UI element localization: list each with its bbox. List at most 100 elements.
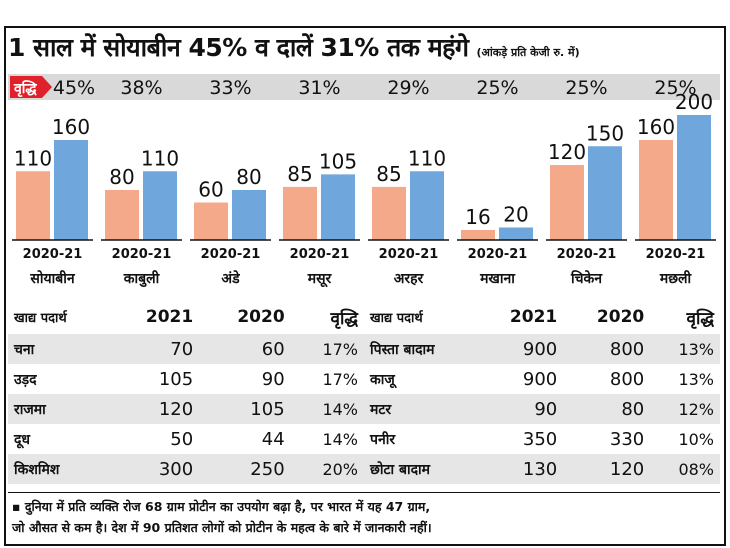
growth-value: 45% — [53, 77, 95, 99]
category-label: मछली — [659, 270, 693, 287]
bar-2020 — [461, 230, 495, 240]
row-value-2021: 300 — [107, 454, 200, 484]
bar-2021 — [677, 115, 711, 240]
growth-band — [8, 74, 720, 100]
row-growth: 17% — [322, 369, 358, 389]
table-header-row: खाद्य पदार्थ 2021 2020 वृद्धि — [8, 300, 364, 334]
row-item: किशमिश — [8, 454, 108, 484]
row-item: पनीर — [370, 431, 396, 448]
bar-label-2021: 200 — [675, 90, 713, 114]
bar-2021 — [232, 190, 266, 240]
row-growth: 12% — [650, 394, 720, 424]
category-label: काबुली — [123, 270, 161, 288]
bar-label-2021: 105 — [319, 149, 357, 173]
period-label: 2020-21 — [112, 247, 172, 262]
col-header-2020: 2020 — [237, 307, 285, 327]
growth-value: 25% — [565, 77, 607, 99]
bar-label-2021: 110 — [408, 146, 446, 170]
col-header-2020: 2020 — [596, 307, 645, 327]
category-label: सोयाबीन — [29, 270, 75, 287]
col-header-growth: वृद्धि — [686, 308, 714, 329]
row-item: दूध — [14, 431, 31, 448]
growth-arrow — [10, 76, 52, 98]
row-value-2021: 90 — [476, 394, 564, 424]
row-growth: 20% — [290, 454, 364, 484]
row-value-2020: 330 — [609, 428, 645, 450]
bar-chart-svg: वृद्धि 45%1101602020-21सोयाबीन38%80110202… — [8, 74, 720, 290]
col-header-2021: 2021 — [145, 307, 194, 327]
page-title: 1 साल में सोयाबीन 45% व दालें 31% तक महं… — [8, 33, 469, 62]
col-header-growth: वृद्धि — [330, 308, 358, 329]
period-label: 2020-21 — [557, 247, 617, 262]
row-item: काजू — [370, 371, 395, 388]
bar-2021 — [143, 171, 177, 240]
row-value-2020: 800 — [563, 334, 651, 364]
price-tables: खाद्य पदार्थ 2021 2020 वृद्धि चना 70 60 17%… — [8, 300, 720, 488]
col-header-2021: 2021 — [509, 307, 558, 327]
infographic-frame — [4, 26, 726, 546]
bar-2020 — [283, 186, 317, 240]
bar-2020 — [550, 165, 584, 240]
bar-label-2020: 120 — [548, 140, 586, 164]
col-header-item: खाद्य पदार्थ — [370, 311, 423, 326]
bar-2021 — [588, 146, 622, 240]
footnote-line-2: जो औसत से कम है। देश में 90 प्रतिशत लोगो… — [12, 520, 432, 535]
category-label: चिकेन — [570, 270, 603, 287]
row-value-2020: 80 — [563, 394, 651, 424]
category-label: मखाना — [479, 271, 516, 287]
row-value-2021: 900 — [522, 368, 558, 390]
row-value-2020: 800 — [609, 368, 645, 390]
bar-label-2021: 150 — [586, 121, 624, 145]
bar-2021 — [410, 171, 444, 240]
row-item: मटर — [364, 394, 477, 424]
row-item: उड़द — [14, 371, 37, 388]
price-table-right: खाद्य पदार्थ 2021 2020 वृद्धि पिस्ता बाद… — [364, 300, 720, 484]
growth-value: 33% — [209, 77, 251, 99]
bar-2021 — [499, 227, 533, 240]
row-growth: 08% — [650, 454, 720, 484]
growth-value: 25% — [654, 77, 696, 99]
footnote: ▪ दुनिया में प्रति व्यक्ति रोज 68 ग्राम … — [12, 496, 720, 538]
bar-label-2020: 60 — [198, 178, 223, 202]
bar-label-2020: 80 — [109, 165, 134, 189]
table-row: पिस्ता बादाम 900 800 13% — [364, 334, 720, 364]
table-row: किशमिश 300 250 20% — [8, 454, 364, 484]
row-value-2021: 350 — [522, 428, 558, 450]
table-row: पनीर 350 330 10% — [364, 424, 720, 454]
row-item: पिस्ता बादाम — [364, 334, 477, 364]
category-label: मसूर — [307, 271, 333, 288]
bar-2020 — [639, 140, 673, 240]
row-growth: 13% — [678, 369, 714, 389]
page-subtitle: (आंकड़े प्रति केजी रु. में) — [476, 46, 580, 59]
table-row: उड़द 105 90 17% — [8, 364, 364, 394]
growth-value: 31% — [298, 77, 340, 99]
row-item: राजमा — [8, 394, 108, 424]
row-value-2021: 130 — [476, 454, 564, 484]
col-header-item: खाद्य पदार्थ — [14, 311, 67, 326]
row-value-2020: 60 — [199, 334, 291, 364]
category-label: अरहर — [394, 271, 425, 287]
category-label: अंडे — [221, 270, 240, 287]
bar-label-2020: 110 — [14, 146, 52, 170]
bar-2020 — [105, 190, 139, 240]
row-value-2021: 50 — [170, 428, 194, 450]
row-value-2020: 90 — [261, 368, 285, 390]
bar-label-2020: 160 — [637, 115, 675, 139]
table-row: मटर 90 80 12% — [364, 394, 720, 424]
period-label: 2020-21 — [468, 247, 528, 262]
row-item: चना — [8, 334, 108, 364]
table-row: छोटा बादाम 130 120 08% — [364, 454, 720, 484]
period-label: 2020-21 — [290, 247, 350, 262]
row-value-2020: 250 — [199, 454, 291, 484]
growth-arrow-label: वृद्धि — [13, 80, 37, 98]
table-row: चना 70 60 17% — [8, 334, 364, 364]
table-row: दूध 50 44 14% — [8, 424, 364, 454]
row-growth: 10% — [678, 429, 714, 449]
bar-label-2020: 85 — [376, 162, 401, 186]
table-row: काजू 900 800 13% — [364, 364, 720, 394]
bar-label-2021: 20 — [503, 203, 528, 227]
bar-2021 — [54, 140, 88, 240]
growth-value: 25% — [476, 77, 518, 99]
bar-label-2021: 80 — [236, 165, 261, 189]
growth-value: 29% — [387, 77, 429, 99]
